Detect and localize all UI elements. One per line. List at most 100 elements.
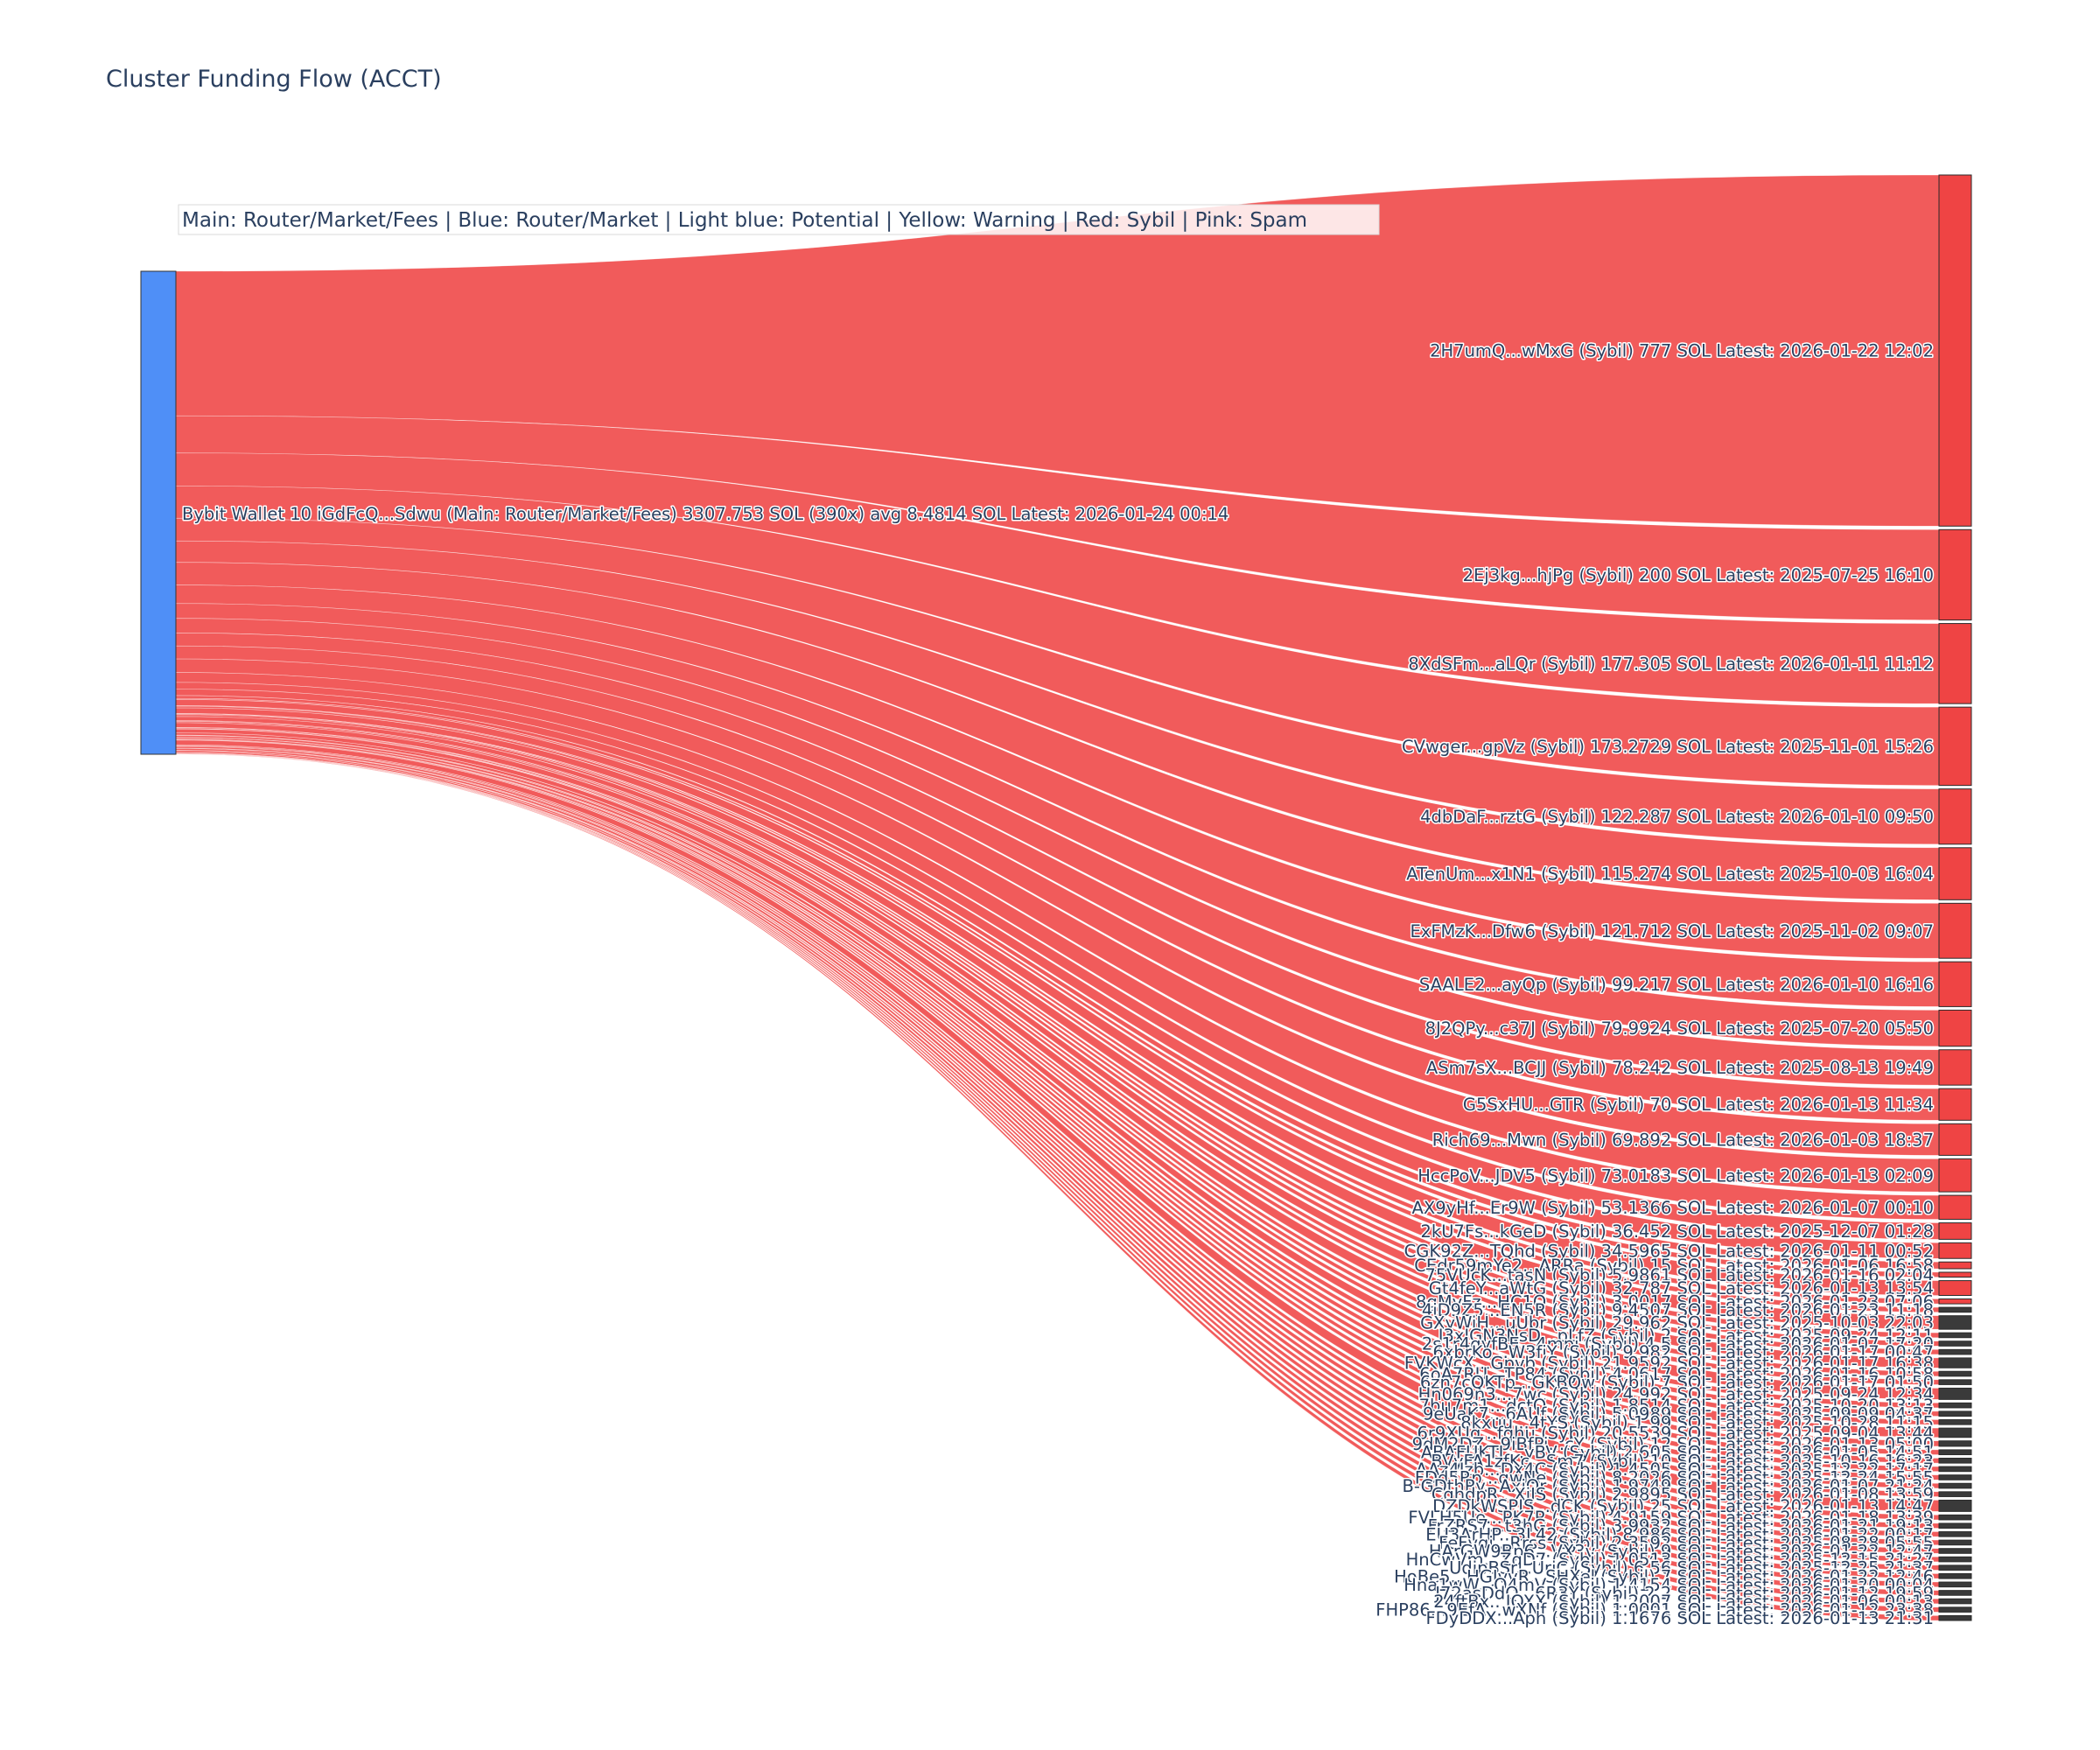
target-node bbox=[1938, 1370, 1972, 1377]
target-node bbox=[1938, 1581, 1972, 1588]
labels-layer: Bybit Wallet 10 iGdFcQ...Sdwu (Main: Rou… bbox=[181, 340, 1936, 1630]
target-node-label: 75VUcK...tasN (Sybil) 5.9861 SOL Latest:… bbox=[1424, 1265, 1934, 1285]
target-node bbox=[1938, 1614, 1972, 1621]
target-node bbox=[1938, 788, 1972, 845]
target-node-label: Hna1wW...Q4mV (Sybil) 1.4154 SOL Latest:… bbox=[1404, 1575, 1934, 1595]
target-node-label: 8XdSFm...aLQr (Sybil) 177.305 SOL Latest… bbox=[1408, 654, 1934, 674]
target-node-label: DZDkWSPIS...dCK (Sybil) 25 SOL Latest: 2… bbox=[1432, 1496, 1934, 1516]
target-node bbox=[1938, 1049, 1972, 1086]
target-node bbox=[1938, 1280, 1972, 1297]
target-node bbox=[1938, 1449, 1972, 1456]
target-node bbox=[1938, 1348, 1972, 1355]
target-node-label: GXyWiH...uUbr (Sybil) 29.962 SOL Latest:… bbox=[1420, 1312, 1934, 1333]
target-node-label: FHP86...9EfA...wXNf (Sybil) 1.0001 SOL L… bbox=[1376, 1600, 1934, 1620]
target-node-label: FVLH5Ue...PK7R (Sybil) 4.9159 SOL Latest… bbox=[1408, 1508, 1934, 1528]
target-node bbox=[1938, 1466, 1972, 1473]
target-node-label: 2kU7Fs...kGeD (Sybil) 36.452 SOL Latest:… bbox=[1421, 1222, 1934, 1242]
target-node bbox=[1938, 1261, 1972, 1270]
target-node bbox=[1938, 902, 1972, 959]
flow-link bbox=[175, 658, 1940, 1193]
target-node bbox=[1938, 1606, 1972, 1613]
target-node bbox=[1938, 1194, 1972, 1221]
target-node-label: CEdr59mYe2...ARRa (Sybil) 15 SOL Latest:… bbox=[1414, 1256, 1934, 1276]
target-node bbox=[1938, 1222, 1972, 1240]
target-node bbox=[1938, 1357, 1972, 1368]
target-node bbox=[1938, 1242, 1972, 1259]
links-layer bbox=[175, 174, 1940, 1621]
flow-link bbox=[175, 728, 1940, 1425]
target-node bbox=[1938, 1531, 1972, 1537]
target-node-label: HArGW9Bp6...VX3v (Sybil) 9 SOL Latest: 2… bbox=[1429, 1542, 1934, 1562]
legend-text: Main: Router/Market/Fees | Blue: Router/… bbox=[182, 209, 1307, 232]
target-node bbox=[1938, 1332, 1972, 1339]
target-node bbox=[1938, 1539, 1972, 1546]
target-node-label: CVwger...gpVz (Sybil) 173.2729 SOL Lates… bbox=[1402, 737, 1934, 757]
target-node bbox=[1938, 1499, 1972, 1512]
target-node-label: 24ftBx...JOXX (Sybil) 1.2007 SOL Latest:… bbox=[1433, 1592, 1934, 1612]
target-node-label: CGK92Z...TQhd (Sybil) 34.5965 SOL Latest… bbox=[1404, 1241, 1934, 1261]
target-node-label: FDyDDX...Aph (Sybil) 1.1676 SOL Latest: … bbox=[1425, 1608, 1934, 1628]
target-node-label: SAALE2...ayQp (Sybil) 99.217 SOL Latest:… bbox=[1419, 975, 1934, 995]
target-node-label: 8kxuu...4tYS (Sybil) 1.99 SOL Latest: 20… bbox=[1460, 1412, 1934, 1432]
target-node bbox=[1938, 1482, 1972, 1489]
source-node bbox=[140, 270, 177, 755]
target-node bbox=[1938, 1427, 1972, 1438]
target-node-label: Gt4feY...aWtG (Sybil) 32.787 SOL Latest:… bbox=[1429, 1278, 1934, 1298]
target-node bbox=[1938, 1564, 1972, 1571]
target-node-label: AX9yHf...Er9W (Sybil) 53.1366 SOL Latest… bbox=[1412, 1198, 1935, 1218]
target-node bbox=[1938, 1387, 1972, 1400]
target-node-label: ASm7sX...BCJJ (Sybil) 78.242 SOL Latest:… bbox=[1426, 1058, 1934, 1078]
target-node bbox=[1938, 1088, 1972, 1121]
target-node-label: J3xIGN3NsD...pLfZ (Sybil) 2 SOL Latest: … bbox=[1437, 1326, 1934, 1346]
target-node bbox=[1938, 1556, 1972, 1563]
target-node-label: 4iD9Z5...EN5R (Sybil) 9.4507 SOL Latest:… bbox=[1422, 1300, 1934, 1320]
target-node-label: 2Ej3kg...hjPg (Sybil) 200 SOL Latest: 20… bbox=[1463, 565, 1934, 585]
target-node-label: FVKWcX...Gpvb (Sybil) 21.9592 SOL Latest… bbox=[1404, 1354, 1934, 1374]
target-node-label: 9eUaK7...6AUf (Sybil) 5.0989 SOL Latest:… bbox=[1423, 1404, 1934, 1424]
target-node-label: AAz4Izb...Dx4C (Sybil) 1.4505 SOL Latest… bbox=[1416, 1460, 1934, 1480]
target-node bbox=[1938, 528, 1972, 621]
target-node-label: 6xbrKo...W3fjY (Sybil) 9.982 SOL Latest:… bbox=[1432, 1342, 1934, 1362]
target-node bbox=[1938, 961, 1972, 1007]
target-node-label: 8J2QPy...c37J (Sybil) 79.9924 SOL Latest… bbox=[1425, 1018, 1934, 1039]
target-node bbox=[1938, 1474, 1972, 1480]
target-node bbox=[1938, 1306, 1972, 1313]
source-node-label: Bybit Wallet 10 iGdFcQ...Sdwu (Main: Rou… bbox=[182, 504, 1228, 524]
target-node bbox=[1938, 174, 1972, 527]
target-node-label: ATenUm...x1N1 (Sybil) 115.274 SOL Latest… bbox=[1406, 864, 1934, 885]
target-node bbox=[1938, 1419, 1972, 1425]
target-node bbox=[1938, 1379, 1972, 1385]
legend-box: Main: Router/Market/Fees | Blue: Router/… bbox=[178, 204, 1380, 235]
target-node-label: CqhdpR...XjJS (Sybil) 2.9895 SOL Latest:… bbox=[1432, 1485, 1934, 1505]
flow-link bbox=[175, 746, 1940, 1537]
target-node bbox=[1938, 1440, 1972, 1447]
target-node bbox=[1938, 1598, 1972, 1605]
target-node bbox=[1938, 1315, 1972, 1330]
target-node-label: J72asDdQ...6R3Y (Sybil) 2.2 SOL Latest: … bbox=[1433, 1583, 1934, 1603]
target-node bbox=[1938, 1522, 1972, 1530]
target-node-label: 8gMvFz...HC1Q (Sybil) 3.0017 SOL Latest:… bbox=[1416, 1292, 1934, 1312]
target-node bbox=[1938, 1590, 1972, 1596]
target-node bbox=[1938, 1158, 1972, 1193]
target-node bbox=[1938, 1572, 1972, 1579]
target-node bbox=[1938, 1548, 1972, 1554]
legend-background bbox=[178, 204, 1380, 235]
target-node bbox=[1938, 623, 1972, 704]
target-node-label: G5SxHU...GTR (Sybil) 70 SOL Latest: 2026… bbox=[1463, 1095, 1934, 1115]
target-node-label: ABAFUKTL...yBV (Sybil) 2.605 SOL Latest:… bbox=[1421, 1443, 1934, 1463]
target-node-label: Rich69...Mwn (Sybil) 69.892 SOL Latest: … bbox=[1432, 1130, 1934, 1150]
target-node-label: B-GDthRy...AxiQr (Sybil) 1.9749 SOL Late… bbox=[1403, 1476, 1934, 1496]
target-node bbox=[1938, 1410, 1972, 1418]
target-node-label: HnCwVm...ZqD7 (Sybil) 1.0513 SOL Latest:… bbox=[1406, 1550, 1934, 1570]
target-node-label: ExFMzK...Dfw6 (Sybil) 121.712 SOL Latest… bbox=[1410, 921, 1934, 942]
target-node bbox=[1938, 1340, 1972, 1347]
flow-link bbox=[175, 705, 1940, 1312]
target-node-label: FDd5Rp...qwNe (Sybil) 8.2026 SOL Latest:… bbox=[1415, 1467, 1934, 1488]
target-node-label: FrZRS7...t3hG (Sybil) 3.9932 SOL Latest:… bbox=[1428, 1516, 1934, 1536]
target-node bbox=[1938, 1123, 1972, 1156]
target-node-label: FeFvqi...Rrss (Sybil) 2.3592 SOL Latest:… bbox=[1438, 1533, 1934, 1553]
target-node-label: BVyFA1zfKc...Sm7 (Sybil) 10 SOL Latest: … bbox=[1431, 1451, 1934, 1471]
target-node bbox=[1938, 1402, 1972, 1409]
target-node bbox=[1938, 1009, 1972, 1047]
